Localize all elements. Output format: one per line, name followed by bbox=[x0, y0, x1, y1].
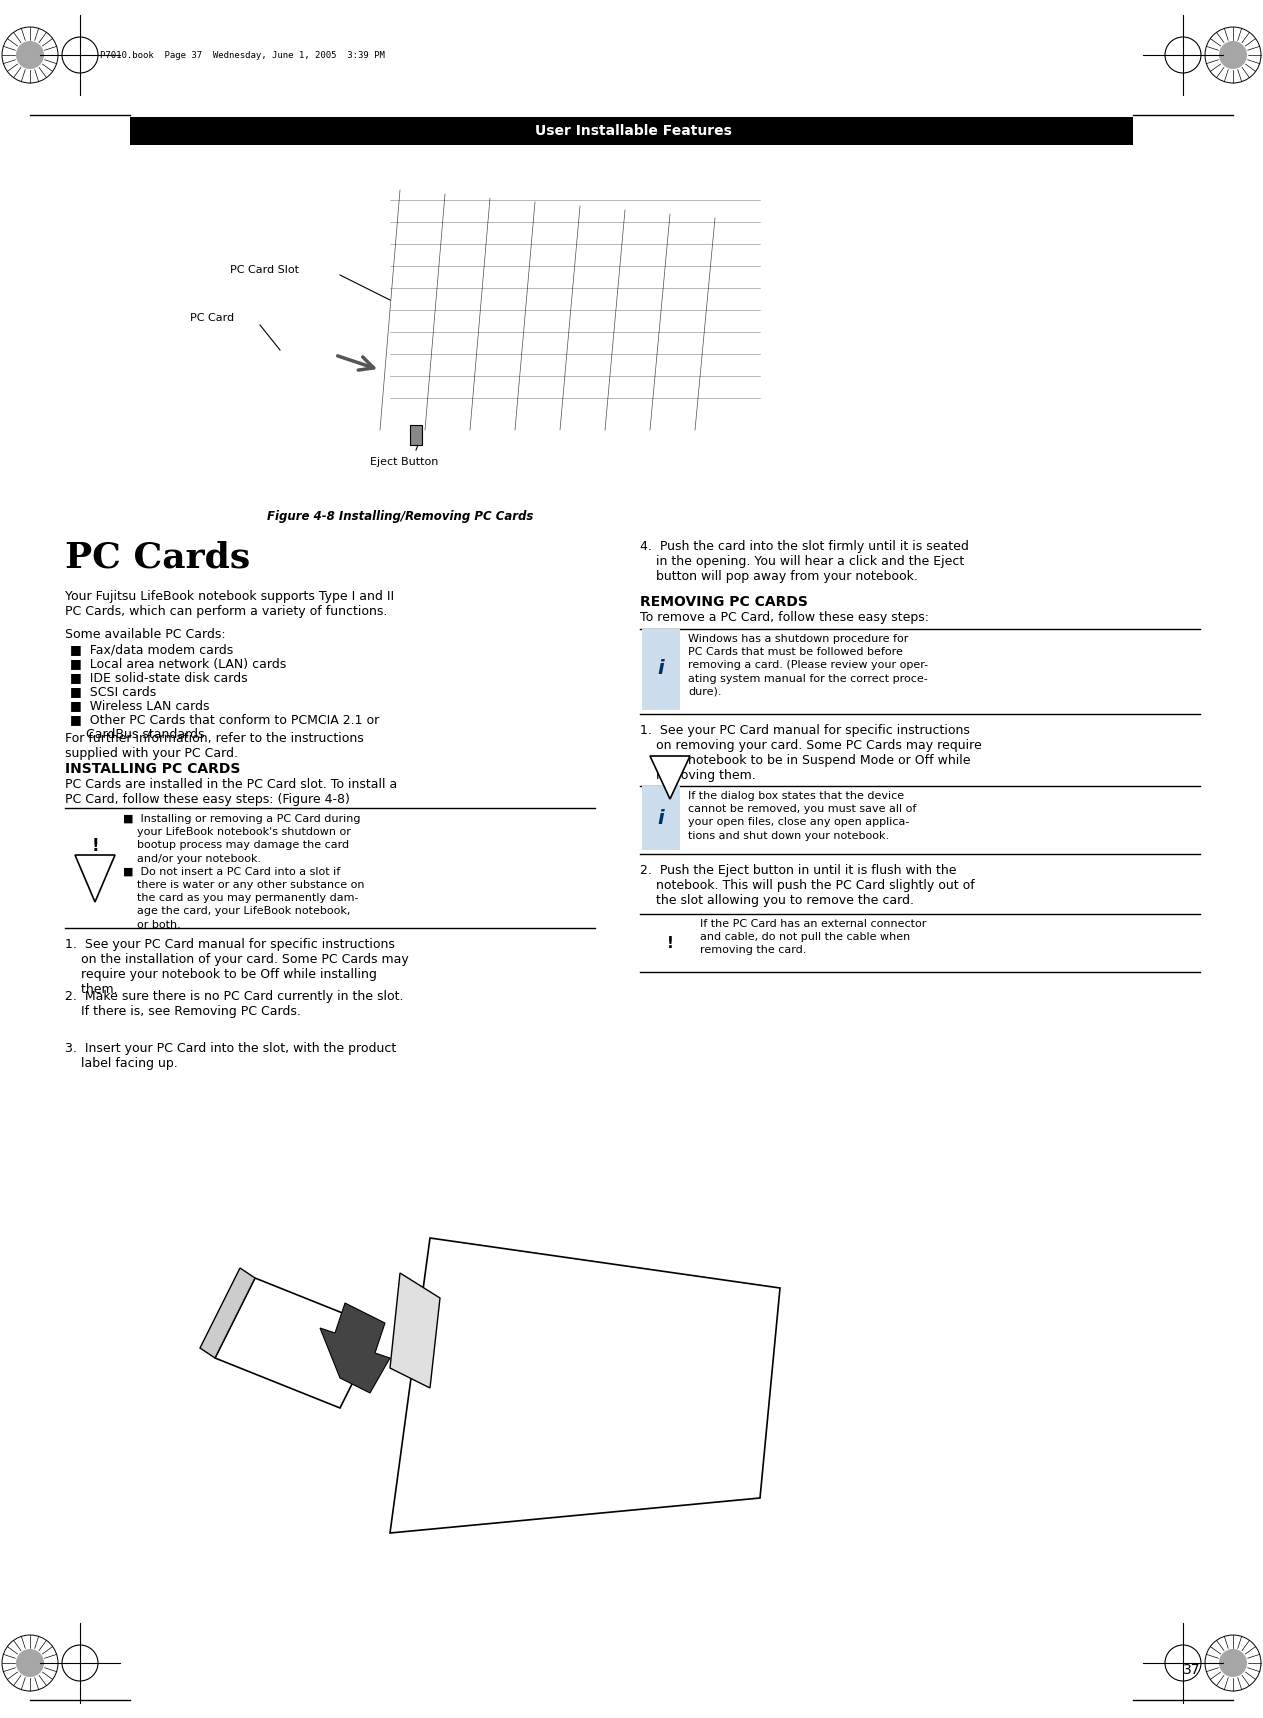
Text: ■  Installing or removing a PC Card during
    your LifeBook notebook's shutdown: ■ Installing or removing a PC Card durin… bbox=[123, 814, 365, 929]
Text: PC Card Slot: PC Card Slot bbox=[230, 265, 299, 275]
Polygon shape bbox=[390, 1273, 440, 1388]
Text: To remove a PC Card, follow these easy steps:: To remove a PC Card, follow these easy s… bbox=[640, 612, 930, 624]
Text: PC Card: PC Card bbox=[189, 313, 234, 323]
Polygon shape bbox=[200, 1268, 255, 1357]
Text: ■  Wireless LAN cards: ■ Wireless LAN cards bbox=[69, 699, 210, 711]
Text: Your Fujitsu LifeBook notebook supports Type I and II
PC Cards, which can perfor: Your Fujitsu LifeBook notebook supports … bbox=[64, 589, 394, 618]
Text: PC Cards are installed in the PC Card slot. To install a
PC Card, follow these e: PC Cards are installed in the PC Card sl… bbox=[64, 778, 398, 806]
Text: 1.  See your PC Card manual for specific instructions
    on removing your card.: 1. See your PC Card manual for specific … bbox=[640, 723, 981, 782]
Text: !: ! bbox=[667, 936, 673, 952]
Text: If the PC Card has an external connector
and cable, do not pull the cable when
r: If the PC Card has an external connector… bbox=[700, 919, 926, 955]
Circle shape bbox=[16, 41, 44, 69]
Text: ■  Fax/data modem cards: ■ Fax/data modem cards bbox=[69, 643, 234, 656]
Text: i: i bbox=[658, 660, 664, 679]
Circle shape bbox=[16, 1649, 44, 1677]
Text: Windows has a shutdown procedure for
PC Cards that must be followed before
remov: Windows has a shutdown procedure for PC … bbox=[688, 634, 928, 698]
Text: If the dialog box states that the device
cannot be removed, you must save all of: If the dialog box states that the device… bbox=[688, 790, 917, 840]
Text: ■  Local area network (LAN) cards: ■ Local area network (LAN) cards bbox=[69, 656, 287, 670]
Text: User Installable Features: User Installable Features bbox=[534, 124, 731, 137]
Circle shape bbox=[1219, 1649, 1247, 1677]
Text: Some available PC Cards:: Some available PC Cards: bbox=[64, 629, 226, 641]
Text: For further information, refer to the instructions
supplied with your PC Card.: For further information, refer to the in… bbox=[64, 732, 364, 759]
Text: !: ! bbox=[91, 837, 99, 856]
Polygon shape bbox=[75, 856, 115, 902]
Circle shape bbox=[1219, 41, 1247, 69]
FancyBboxPatch shape bbox=[642, 787, 679, 850]
FancyBboxPatch shape bbox=[130, 117, 1133, 144]
Text: 4.  Push the card into the slot firmly until it is seated
    in the opening. Yo: 4. Push the card into the slot firmly un… bbox=[640, 539, 969, 582]
Polygon shape bbox=[650, 756, 690, 799]
Text: 37: 37 bbox=[1182, 1663, 1200, 1677]
Text: P7010.book  Page 37  Wednesday, June 1, 2005  3:39 PM: P7010.book Page 37 Wednesday, June 1, 20… bbox=[100, 50, 385, 60]
Text: i: i bbox=[658, 809, 664, 828]
Text: REMOVING PC CARDS: REMOVING PC CARDS bbox=[640, 594, 808, 608]
Text: INSTALLING PC CARDS: INSTALLING PC CARDS bbox=[64, 763, 240, 777]
Text: PC Cards: PC Cards bbox=[64, 539, 250, 574]
FancyBboxPatch shape bbox=[410, 424, 422, 445]
Polygon shape bbox=[390, 1239, 781, 1532]
Polygon shape bbox=[320, 1302, 390, 1393]
Text: ■  IDE solid-state disk cards: ■ IDE solid-state disk cards bbox=[69, 672, 248, 684]
FancyBboxPatch shape bbox=[642, 629, 679, 710]
Text: 2.  Make sure there is no PC Card currently in the slot.
    If there is, see Re: 2. Make sure there is no PC Card current… bbox=[64, 990, 403, 1019]
Text: ■  SCSI cards: ■ SCSI cards bbox=[69, 685, 157, 698]
Text: ■  Other PC Cards that conform to PCMCIA 2.1 or
    CardBus standards: ■ Other PC Cards that conform to PCMCIA … bbox=[69, 713, 379, 740]
Polygon shape bbox=[215, 1278, 380, 1409]
Text: Eject Button: Eject Button bbox=[370, 457, 438, 467]
Text: 1.  See your PC Card manual for specific instructions
    on the installation of: 1. See your PC Card manual for specific … bbox=[64, 938, 409, 996]
Text: 3.  Insert your PC Card into the slot, with the product
    label facing up.: 3. Insert your PC Card into the slot, wi… bbox=[64, 1043, 397, 1070]
Text: Figure 4-8 Installing/Removing PC Cards: Figure 4-8 Installing/Removing PC Cards bbox=[266, 510, 533, 522]
Text: 2.  Push the Eject button in until it is flush with the
    notebook. This will : 2. Push the Eject button in until it is … bbox=[640, 864, 975, 907]
